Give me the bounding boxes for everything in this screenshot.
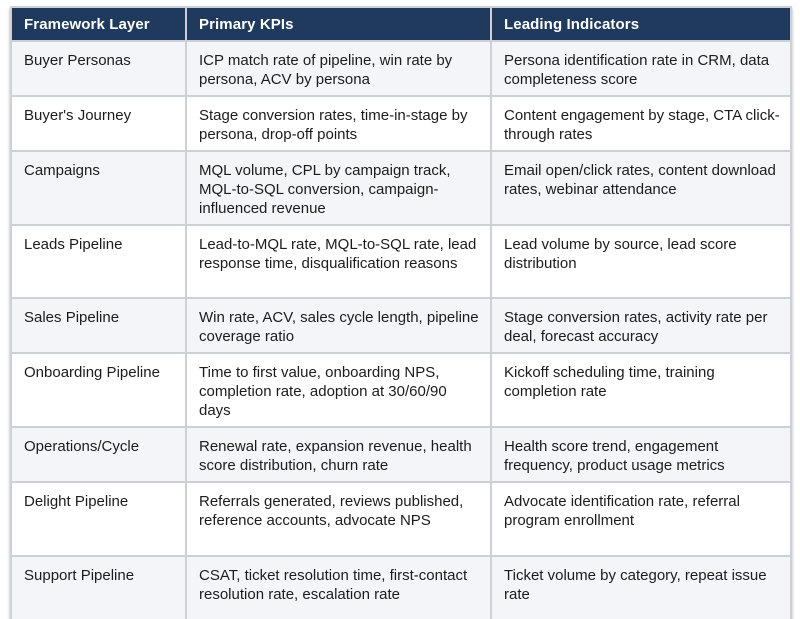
- table-row: Support Pipeline CSAT, ticket resolution…: [10, 555, 792, 619]
- cell-indicators: Stage conversion rates, activity rate pe…: [490, 297, 792, 354]
- table-row: Campaigns MQL volume, CPL by campaign tr…: [10, 150, 792, 226]
- column-header-primary-kpis: Primary KPIs: [185, 6, 492, 42]
- table-row: Leads Pipeline Lead-to-MQL rate, MQL-to-…: [10, 224, 792, 299]
- cell-layer: Delight Pipeline: [10, 481, 187, 557]
- cell-layer: Onboarding Pipeline: [10, 352, 187, 428]
- table-row: Buyer Personas ICP match rate of pipelin…: [10, 40, 792, 97]
- table-row: Delight Pipeline Referrals generated, re…: [10, 481, 792, 557]
- column-header-framework-layer: Framework Layer: [10, 6, 187, 42]
- header-row: Framework Layer Primary KPIs Leading Ind…: [10, 6, 792, 42]
- cell-kpis: Lead-to-MQL rate, MQL-to-SQL rate, lead …: [185, 224, 492, 299]
- cell-indicators: Lead volume by source, lead score distri…: [490, 224, 792, 299]
- cell-kpis: Stage conversion rates, time-in-stage by…: [185, 95, 492, 152]
- cell-indicators: Health score trend, engagement frequency…: [490, 426, 792, 483]
- table-header: Framework Layer Primary KPIs Leading Ind…: [10, 6, 792, 42]
- cell-layer: Buyer's Journey: [10, 95, 187, 152]
- cell-layer: Support Pipeline: [10, 555, 187, 619]
- table-row: Buyer's Journey Stage conversion rates, …: [10, 95, 792, 152]
- table-row: Operations/Cycle Renewal rate, expansion…: [10, 426, 792, 483]
- cell-kpis: MQL volume, CPL by campaign track, MQL-t…: [185, 150, 492, 226]
- table-row: Onboarding Pipeline Time to first value,…: [10, 352, 792, 428]
- table-row: Sales Pipeline Win rate, ACV, sales cycl…: [10, 297, 792, 354]
- cell-layer: Sales Pipeline: [10, 297, 187, 354]
- cell-indicators: Ticket volume by category, repeat issue …: [490, 555, 792, 619]
- cell-layer: Operations/Cycle: [10, 426, 187, 483]
- cell-indicators: Advocate identification rate, referral p…: [490, 481, 792, 557]
- cell-indicators: Content engagement by stage, CTA click-t…: [490, 95, 792, 152]
- cell-indicators: Email open/click rates, content download…: [490, 150, 792, 226]
- cell-kpis: Time to first value, onboarding NPS, com…: [185, 352, 492, 428]
- cell-layer: Leads Pipeline: [10, 224, 187, 299]
- cell-kpis: Win rate, ACV, sales cycle length, pipel…: [185, 297, 492, 354]
- column-header-leading-indicators: Leading Indicators: [490, 6, 792, 42]
- cell-layer: Buyer Personas: [10, 40, 187, 97]
- cell-kpis: Referrals generated, reviews published, …: [185, 481, 492, 557]
- table-body: Buyer Personas ICP match rate of pipelin…: [10, 40, 792, 619]
- cell-kpis: CSAT, ticket resolution time, first-cont…: [185, 555, 492, 619]
- cell-kpis: ICP match rate of pipeline, win rate by …: [185, 40, 492, 97]
- cell-indicators: Persona identification rate in CRM, data…: [490, 40, 792, 97]
- cell-layer: Campaigns: [10, 150, 187, 226]
- kpi-framework-table: Framework Layer Primary KPIs Leading Ind…: [10, 6, 792, 619]
- cell-indicators: Kickoff scheduling time, training comple…: [490, 352, 792, 428]
- cell-kpis: Renewal rate, expansion revenue, health …: [185, 426, 492, 483]
